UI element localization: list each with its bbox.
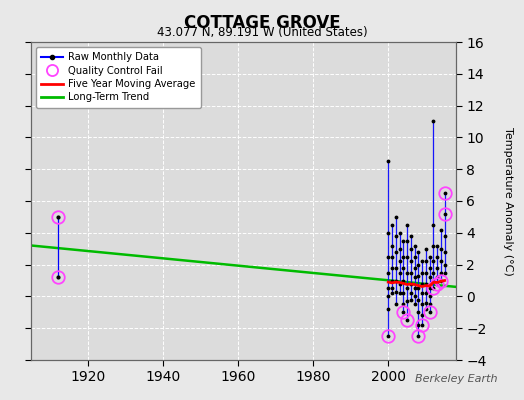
Legend: Raw Monthly Data, Quality Control Fail, Five Year Moving Average, Long-Term Tren: Raw Monthly Data, Quality Control Fail, … (37, 47, 201, 108)
Y-axis label: Temperature Anomaly (°C): Temperature Anomaly (°C) (504, 127, 514, 275)
Text: Berkeley Earth: Berkeley Earth (416, 374, 498, 384)
Text: 43.077 N, 89.191 W (United States): 43.077 N, 89.191 W (United States) (157, 26, 367, 39)
Text: COTTAGE GROVE: COTTAGE GROVE (184, 14, 340, 32)
